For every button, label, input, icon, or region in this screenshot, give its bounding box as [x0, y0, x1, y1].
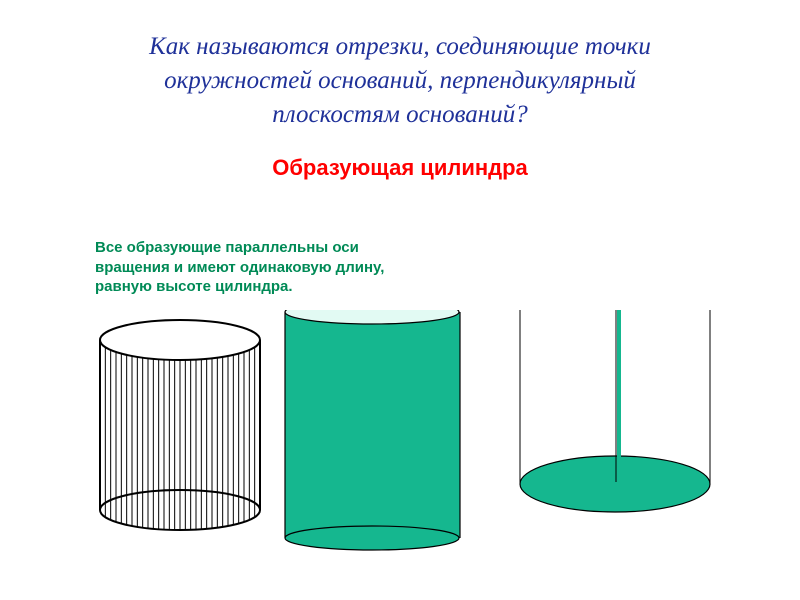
answer-subtitle: Образующая цилиндра — [0, 155, 800, 181]
title-line-2: окружностей оснований, перпендикулярный — [164, 67, 636, 94]
question-title: Как называются отрезки, соединяющие точк… — [0, 0, 800, 141]
title-line-1: Как называются отрезки, соединяющие точк… — [149, 33, 651, 60]
figures-svg — [0, 310, 800, 600]
desc-line-1: Все образующие параллельны оси — [95, 239, 359, 256]
desc-line-2: вращения и имеют одинаковую длину, — [95, 259, 384, 276]
figures-container — [0, 310, 800, 590]
desc-line-3: равную высоте цилиндра. — [95, 278, 293, 295]
title-line-3: плоскостям оснований? — [272, 101, 527, 128]
description: Все образующие параллельны оси вращения … — [95, 238, 455, 297]
